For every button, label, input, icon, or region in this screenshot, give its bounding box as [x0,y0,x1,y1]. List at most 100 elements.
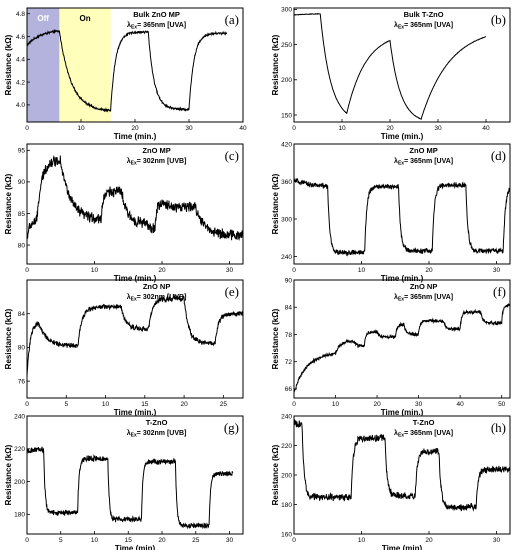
plot-frame [26,143,244,265]
x-tick-label: 0 [25,125,29,132]
y-tick-label: 160 [281,531,292,538]
x-tick-label: 40 [457,401,465,408]
y-tick-label: 95 [18,148,26,155]
x-axis-title: Time (min.) [381,274,424,283]
series-line [293,303,511,393]
series-line [26,28,228,113]
y-tick-label: 72 [285,359,293,366]
x-axis-title: Time (min.) [381,408,424,417]
y-tick-label: 240 [281,413,292,420]
region-label-off: Off [37,14,49,23]
x-tick-label: 30 [493,537,501,544]
excitation-label: λEx= 365nm [UVA] [394,157,453,167]
y-axis-title: Resistance (kΩ) [271,173,280,234]
y-tick-label: 90 [285,277,293,284]
y-tick-label: 4.8 [16,11,25,18]
y-tick-label: 80 [18,345,26,352]
panel-title: ZnO MP [142,146,170,155]
region-label-on: On [79,14,90,23]
y-axis-title: Resistance (kΩ) [4,34,13,95]
x-tick-label: 30 [185,125,193,132]
panel-letter: (c) [225,148,239,163]
x-axis-title: Time (min) [382,544,423,550]
y-tick-label: 250 [281,42,292,49]
x-tick-label: 30 [434,125,442,132]
y-tick-label: 84 [285,305,293,312]
x-axis-title: Time (min.) [381,132,424,141]
y-tick-label: 200 [281,472,292,479]
excitation-label: λEx= 365nm [UVA] [127,21,186,31]
excitation-label: λEx= 302nm [UVB] [127,157,187,167]
y-tick-label: 180 [281,502,292,509]
x-tick-label: 20 [131,125,139,132]
x-tick-label: 20 [425,267,433,274]
x-tick-label: 0 [25,537,29,544]
y-tick-label: 200 [14,479,25,486]
x-tick-label: 20 [158,267,166,274]
y-axis-title: Resistance (kΩ) [4,308,13,369]
panel-letter: (g) [224,420,239,435]
x-tick-label: 5 [59,537,63,544]
excitation-label: λEx= 302nm [UVB] [127,429,187,439]
x-axis-title: Time (min.) [114,132,157,141]
panel-letter: (a) [225,12,239,27]
y-tick-label: 220 [281,443,292,450]
region-off [27,8,60,122]
y-tick-label: 180 [14,512,25,519]
x-tick-label: 20 [180,401,188,408]
x-tick-label: 30 [226,267,234,274]
y-tick-label: 200 [281,77,292,84]
y-tick-label: 84 [18,311,26,318]
x-tick-label: 25 [220,401,228,408]
series-line [26,294,244,377]
x-tick-label: 50 [498,401,506,408]
plot-frame [293,7,511,123]
x-tick-label: 20 [425,537,433,544]
x-tick-label: 20 [158,537,166,544]
panel-title: T-ZnO [413,418,435,427]
panel-a: Off On 0 10 20 30 40 4.0 4.2 4.4 4.6 4.8 Time (min.)… [4,7,247,141]
x-tick-label: 30 [226,537,234,544]
y-axis-title: Resistance (kΩ) [271,308,280,369]
x-tick-label: 10 [332,401,340,408]
y-tick-label: 4.4 [16,57,25,64]
panel-title: Bulk ZnO MP [133,10,180,19]
excitation-label: λEx= 365nm [UVA] [394,293,453,303]
panel-letter: (f) [493,284,506,299]
series-line [26,446,234,530]
x-tick-label: 20 [386,125,394,132]
y-tick-label: 76 [18,378,26,385]
panel-c: 0 10 20 30 80 85 90 95 Time (min.) Resistance (kΩ… [4,143,244,283]
y-tick-label: 66 [285,386,293,393]
x-tick-label: 40 [482,125,490,132]
panel-d: 0 10 20 30 240 300 360 420 Time (min.) Resistance… [271,141,511,283]
panel-b: 0 10 20 30 40 150 200 250 300 Time (min.) Resistan… [271,7,511,141]
panel-g: 0 5 10 15 20 25 30 180 200 220 240 Time (min) Resist… [4,413,244,550]
panel-title: T-ZnO [146,418,168,427]
y-tick-label: 4.0 [16,102,25,109]
panel-title: ZnO NP [143,282,171,291]
y-tick-label: 220 [14,446,25,453]
y-tick-label: 300 [281,216,292,223]
y-axis-title: Resistance (kΩ) [271,444,280,505]
x-tick-label: 10 [91,267,99,274]
series-line [26,155,244,241]
y-tick-label: 240 [281,254,292,261]
panel-letter: (h) [491,420,506,435]
plot-frame [293,279,511,399]
region-on [59,8,111,122]
series-line [293,419,511,512]
x-tick-label: 10 [102,401,110,408]
y-tick-label: 85 [18,211,26,218]
plot-frame [293,143,511,265]
y-tick-label: 150 [281,112,292,119]
panel-letter: (b) [491,12,506,27]
excitation-label: λEx= 365nm [UVA] [394,429,453,439]
x-axis-title: Time (min.) [114,274,157,283]
x-tick-label: 10 [91,537,99,544]
y-tick-label: 300 [281,7,292,14]
y-tick-label: 90 [18,179,26,186]
panel-f: 0 10 20 30 40 50 66 72 78 84 90 Time (min.) Resistan… [271,277,511,417]
x-tick-label: 25 [192,537,200,544]
